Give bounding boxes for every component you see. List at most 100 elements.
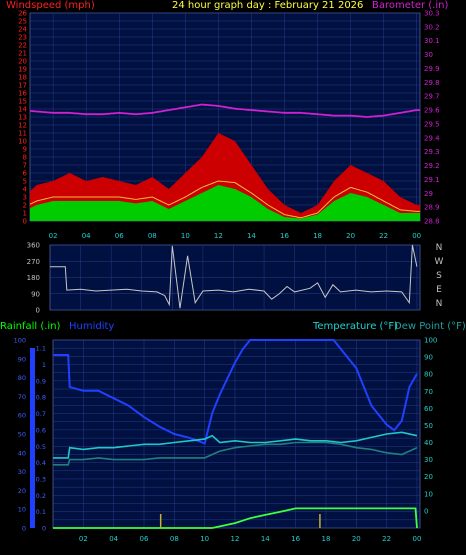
barometer-y-tick-29.5: 29.5 <box>424 120 440 128</box>
barometer-y-tick-30: 30 <box>424 51 433 59</box>
temperature-y-tick-0: 0 <box>424 507 428 515</box>
wind-y-tick-0: 0 <box>23 218 27 226</box>
wind-average-line <box>29 180 420 219</box>
wind-y-tick-22: 22 <box>18 42 27 50</box>
wind-y-tick-19: 19 <box>18 66 27 74</box>
rain-x-tick-14: 14 <box>261 535 270 543</box>
compass-label-3: E <box>436 285 442 295</box>
rain-x-tick-02: 02 <box>79 535 88 543</box>
barometer-y-tick-30.2: 30.2 <box>424 23 440 31</box>
wind-y-tick-15: 15 <box>18 98 27 106</box>
direction-y-tick-180: 180 <box>27 274 40 282</box>
wind-y-tick-8: 8 <box>23 154 27 162</box>
rain-x-tick-12: 12 <box>231 535 240 543</box>
wind-y-tick-26: 26 <box>18 10 27 18</box>
barometer-y-tick-30.3: 30.3 <box>424 10 440 18</box>
temperature-y-tick-10: 10 <box>424 490 433 498</box>
wind-speed-area <box>30 185 420 221</box>
humidity-y-tick-30: 30 <box>18 468 26 476</box>
rain-y-tick-0.3: 0.3 <box>36 475 46 483</box>
rain-x-tick-16: 16 <box>291 535 300 543</box>
barometer-y-tick-29.3: 29.3 <box>424 148 440 156</box>
rain-scale-bar <box>30 348 35 528</box>
temperature-y-tick-90: 90 <box>424 354 433 362</box>
wind-y-tick-20: 20 <box>18 58 27 66</box>
rainfall-axis-title: Rainfall (.in) <box>0 321 61 332</box>
temperature-y-tick-30: 30 <box>424 456 433 464</box>
rain-y-tick-0.2: 0.2 <box>36 492 46 500</box>
direction-y-tick-270: 270 <box>27 258 40 266</box>
wind-x-tick-08: 08 <box>148 232 157 240</box>
wind-x-tick-18: 18 <box>313 232 322 240</box>
wind-y-tick-14: 14 <box>18 106 27 114</box>
temperature-line <box>53 431 418 459</box>
barometer-y-tick-29: 29 <box>424 190 433 198</box>
barometer-y-tick-30.1: 30.1 <box>424 37 440 45</box>
humidity-y-tick-20: 20 <box>18 487 26 495</box>
wind-y-tick-7: 7 <box>23 162 27 170</box>
chart-title: 24 hour graph day : February 21 2026 <box>172 0 364 11</box>
wind-y-tick-6: 6 <box>23 170 28 178</box>
humidity-y-tick-90: 90 <box>18 355 26 363</box>
humidity-y-tick-40: 40 <box>18 449 26 457</box>
wind-y-tick-9: 9 <box>23 146 27 154</box>
barometer-y-tick-29.1: 29.1 <box>424 176 440 184</box>
wind-y-tick-12: 12 <box>18 122 27 130</box>
temperature-y-tick-100: 100 <box>424 337 437 345</box>
temperature-y-tick-20: 20 <box>424 473 433 481</box>
rain-y-tick-0.8: 0.8 <box>36 394 46 402</box>
rain-y-tick-0: 0 <box>42 525 46 533</box>
rain-y-tick-0.1: 0.1 <box>36 508 46 516</box>
wind-x-tick-00: 00 <box>412 232 421 240</box>
humidity-y-tick-70: 70 <box>18 393 26 401</box>
wind-y-tick-24: 24 <box>18 26 27 34</box>
wind-x-tick-02: 02 <box>49 232 58 240</box>
barometer-y-tick-29.7: 29.7 <box>424 93 440 101</box>
compass-label-2: S <box>436 271 442 281</box>
humidity-y-tick-10: 10 <box>18 506 26 514</box>
dewpoint-line <box>53 441 418 466</box>
barometer-y-tick-29.9: 29.9 <box>424 65 440 73</box>
rain-x-tick-22: 22 <box>382 535 391 543</box>
temperature-y-tick-40: 40 <box>424 439 433 447</box>
rain-y-tick-0.6: 0.6 <box>36 426 46 434</box>
humidity-y-tick-0: 0 <box>22 525 26 533</box>
windspeed-axis-title: Windspeed (mph) <box>6 0 95 11</box>
wind-x-tick-06: 06 <box>115 232 124 240</box>
dewpoint-axis-title: Dew Point (°F) <box>394 321 466 332</box>
barometer-line <box>29 103 420 118</box>
temperature-y-tick-60: 60 <box>424 405 433 413</box>
barometer-y-tick-29.6: 29.6 <box>424 107 440 115</box>
humidity-y-tick-60: 60 <box>18 412 26 420</box>
direction-y-tick-90: 90 <box>31 290 40 298</box>
barometer-y-tick-29.4: 29.4 <box>424 134 440 142</box>
compass-label-1: W <box>435 257 444 267</box>
humidity-axis-title: Humidity <box>69 321 115 332</box>
wind-y-tick-10: 10 <box>18 138 27 146</box>
compass-label-0: N <box>436 243 443 253</box>
wind-y-tick-23: 23 <box>18 34 27 42</box>
compass-label-4: N <box>436 299 443 309</box>
wind-y-tick-3: 3 <box>23 194 27 202</box>
humidity-y-tick-100: 100 <box>14 337 26 345</box>
wind-y-tick-25: 25 <box>18 18 27 26</box>
wind-y-tick-4: 4 <box>23 186 28 194</box>
wind-x-tick-22: 22 <box>379 232 388 240</box>
wind-x-tick-10: 10 <box>181 232 190 240</box>
barometer-y-tick-28.8: 28.8 <box>424 218 440 226</box>
rain-y-tick-0.4: 0.4 <box>36 459 46 467</box>
rain-x-tick-10: 10 <box>200 535 209 543</box>
direction-y-tick-360: 360 <box>27 242 40 250</box>
wind-y-tick-21: 21 <box>18 50 27 58</box>
humidity-line <box>53 339 418 445</box>
wind-x-tick-14: 14 <box>247 232 256 240</box>
temperature-axis-title: Temperature (°F) <box>313 321 399 332</box>
barometer-y-tick-28.9: 28.9 <box>424 204 440 212</box>
wind-x-tick-04: 04 <box>82 232 91 240</box>
wind-y-tick-5: 5 <box>23 178 27 186</box>
humidity-y-tick-50: 50 <box>18 431 26 439</box>
direction-y-tick-0: 0 <box>36 307 40 315</box>
temperature-y-tick-50: 50 <box>424 422 433 430</box>
barometer-y-tick-29.2: 29.2 <box>424 162 440 170</box>
rain-y-tick-0.7: 0.7 <box>36 410 46 418</box>
